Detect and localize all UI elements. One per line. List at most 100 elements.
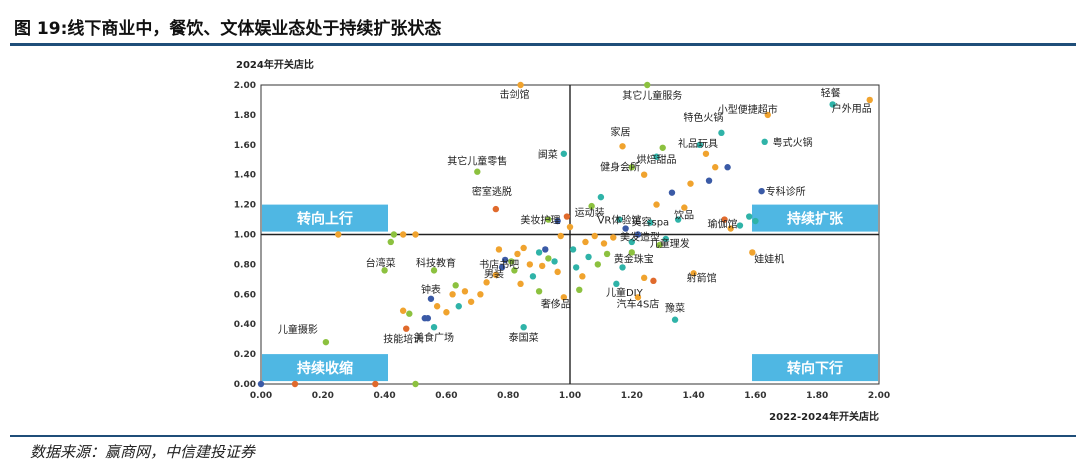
scatter-point-labeled [430, 323, 438, 331]
scatter-point-labeled [560, 294, 568, 301]
scatter-point-labeled [674, 216, 682, 223]
y-tick-label: 1.80 [234, 111, 256, 121]
point-label: VR体验馆 [598, 214, 642, 227]
scatter-point [610, 234, 617, 241]
scatter-point [603, 250, 611, 258]
scatter-point [566, 223, 574, 231]
scatter-point [681, 204, 688, 211]
point-label: 奢侈品 [541, 297, 571, 310]
scatter-point [542, 246, 549, 253]
scatter-point [622, 225, 629, 232]
scatter-point [619, 264, 626, 271]
scatter-point-labeled [403, 325, 410, 332]
x-tick-label: 0.80 [497, 391, 519, 401]
scatter-point [600, 240, 608, 247]
scatter-point-labeled [758, 187, 765, 195]
y-tick-label: 1.40 [234, 171, 256, 181]
scatter-point-labeled [647, 219, 654, 226]
scatter-point [569, 246, 577, 253]
scatter-point [597, 193, 605, 201]
quadrant-label-bottom-left: 持续收缩 [297, 360, 353, 377]
scatter-point-labeled [560, 150, 568, 157]
scatter-point [656, 241, 663, 249]
scatter-point-labeled [662, 235, 669, 243]
scatter-point-labeled [322, 338, 330, 346]
point-label: 特色火锅 [683, 111, 723, 124]
scatter-point-labeled [721, 216, 728, 223]
scatter-point [628, 164, 635, 171]
point-label: 美发造型 [620, 231, 660, 244]
scatter-point-labeled [718, 129, 725, 137]
quadrant-box-bottom-left [262, 354, 388, 382]
figure-title: 图 19:线下商业中，餐饮、文体娱业态处于持续扩张状态 [14, 19, 442, 39]
scatter-point [554, 217, 561, 225]
scatter-point [746, 213, 753, 220]
quadrant-label-bottom-right: 转向下行 [787, 360, 843, 377]
point-label: 轻餐 [821, 86, 841, 99]
scatter-point [412, 380, 419, 388]
scatter-point [727, 225, 734, 232]
scatter-point [668, 189, 676, 196]
plot-frame [260, 84, 880, 385]
scatter-point [514, 250, 521, 258]
scatter-point [529, 273, 537, 280]
scatter-point-labeled [764, 111, 771, 119]
scatter-point [653, 201, 660, 208]
x-tick-label: 0.20 [312, 391, 334, 401]
point-label: 运动装 [575, 206, 605, 219]
scatter-point [535, 249, 543, 256]
quadrant-label-top-left: 转向上行 [297, 211, 353, 228]
x-tick-label: 0.00 [250, 391, 272, 401]
scatter-point [372, 380, 379, 388]
scatter-point [433, 303, 441, 310]
scatter-point-labeled [702, 150, 710, 157]
footer-divider [10, 435, 1076, 437]
scatter-point [443, 309, 450, 316]
y-tick-label: 1.00 [234, 231, 256, 241]
point-label: 专科诊所 [766, 185, 806, 198]
scatter-point-labeled [520, 323, 527, 331]
scatter-point [257, 380, 265, 388]
x-tick-label: 0.40 [373, 391, 395, 401]
point-label: 男装 [484, 267, 504, 280]
scatter-point-labeled [588, 202, 595, 210]
quadrant-box-bottom-right [752, 354, 878, 382]
scatter-point [551, 258, 558, 265]
scatter-point-labeled [653, 153, 660, 160]
point-label: 密室逃脱 [472, 185, 512, 198]
scatter-point [477, 291, 484, 298]
y-tick-label: 2.00 [234, 81, 256, 91]
scatter-point-labeled [749, 249, 756, 256]
scatter-point [387, 238, 394, 246]
point-label: 击剑馆 [500, 88, 530, 101]
scatter-point [467, 298, 475, 305]
scatter-point [659, 144, 666, 151]
y-tick-label: 0.60 [234, 290, 256, 300]
scatter-point [687, 180, 694, 187]
scatter-point-labeled [634, 294, 642, 301]
scatter-point [495, 246, 503, 253]
point-label: 美妆护理 [520, 214, 560, 227]
point-label: 钟表 [421, 283, 441, 296]
scatter-point-labeled [690, 270, 697, 277]
scatter-point [585, 253, 592, 261]
scatter-point [483, 279, 490, 286]
quadrant-box-top-left [262, 204, 388, 232]
scatter-point-labeled [640, 171, 648, 178]
point-label: 烘焙甜品 [637, 153, 677, 166]
scatter-point [563, 213, 571, 220]
scatter-point [736, 222, 744, 229]
scatter-point [517, 280, 524, 288]
x-tick-label: 1.00 [559, 391, 581, 401]
x-tick-label: 0.60 [435, 391, 457, 401]
y-tick-label: 0.80 [234, 260, 256, 270]
scatter-point [291, 380, 299, 388]
scatter-point-labeled [619, 143, 626, 150]
point-label: 黄金珠宝 [614, 252, 654, 265]
scatter-point [579, 273, 586, 280]
data-points [257, 81, 873, 388]
scatter-point-labeled [517, 81, 524, 89]
point-label: 其它儿童服务 [622, 89, 682, 102]
